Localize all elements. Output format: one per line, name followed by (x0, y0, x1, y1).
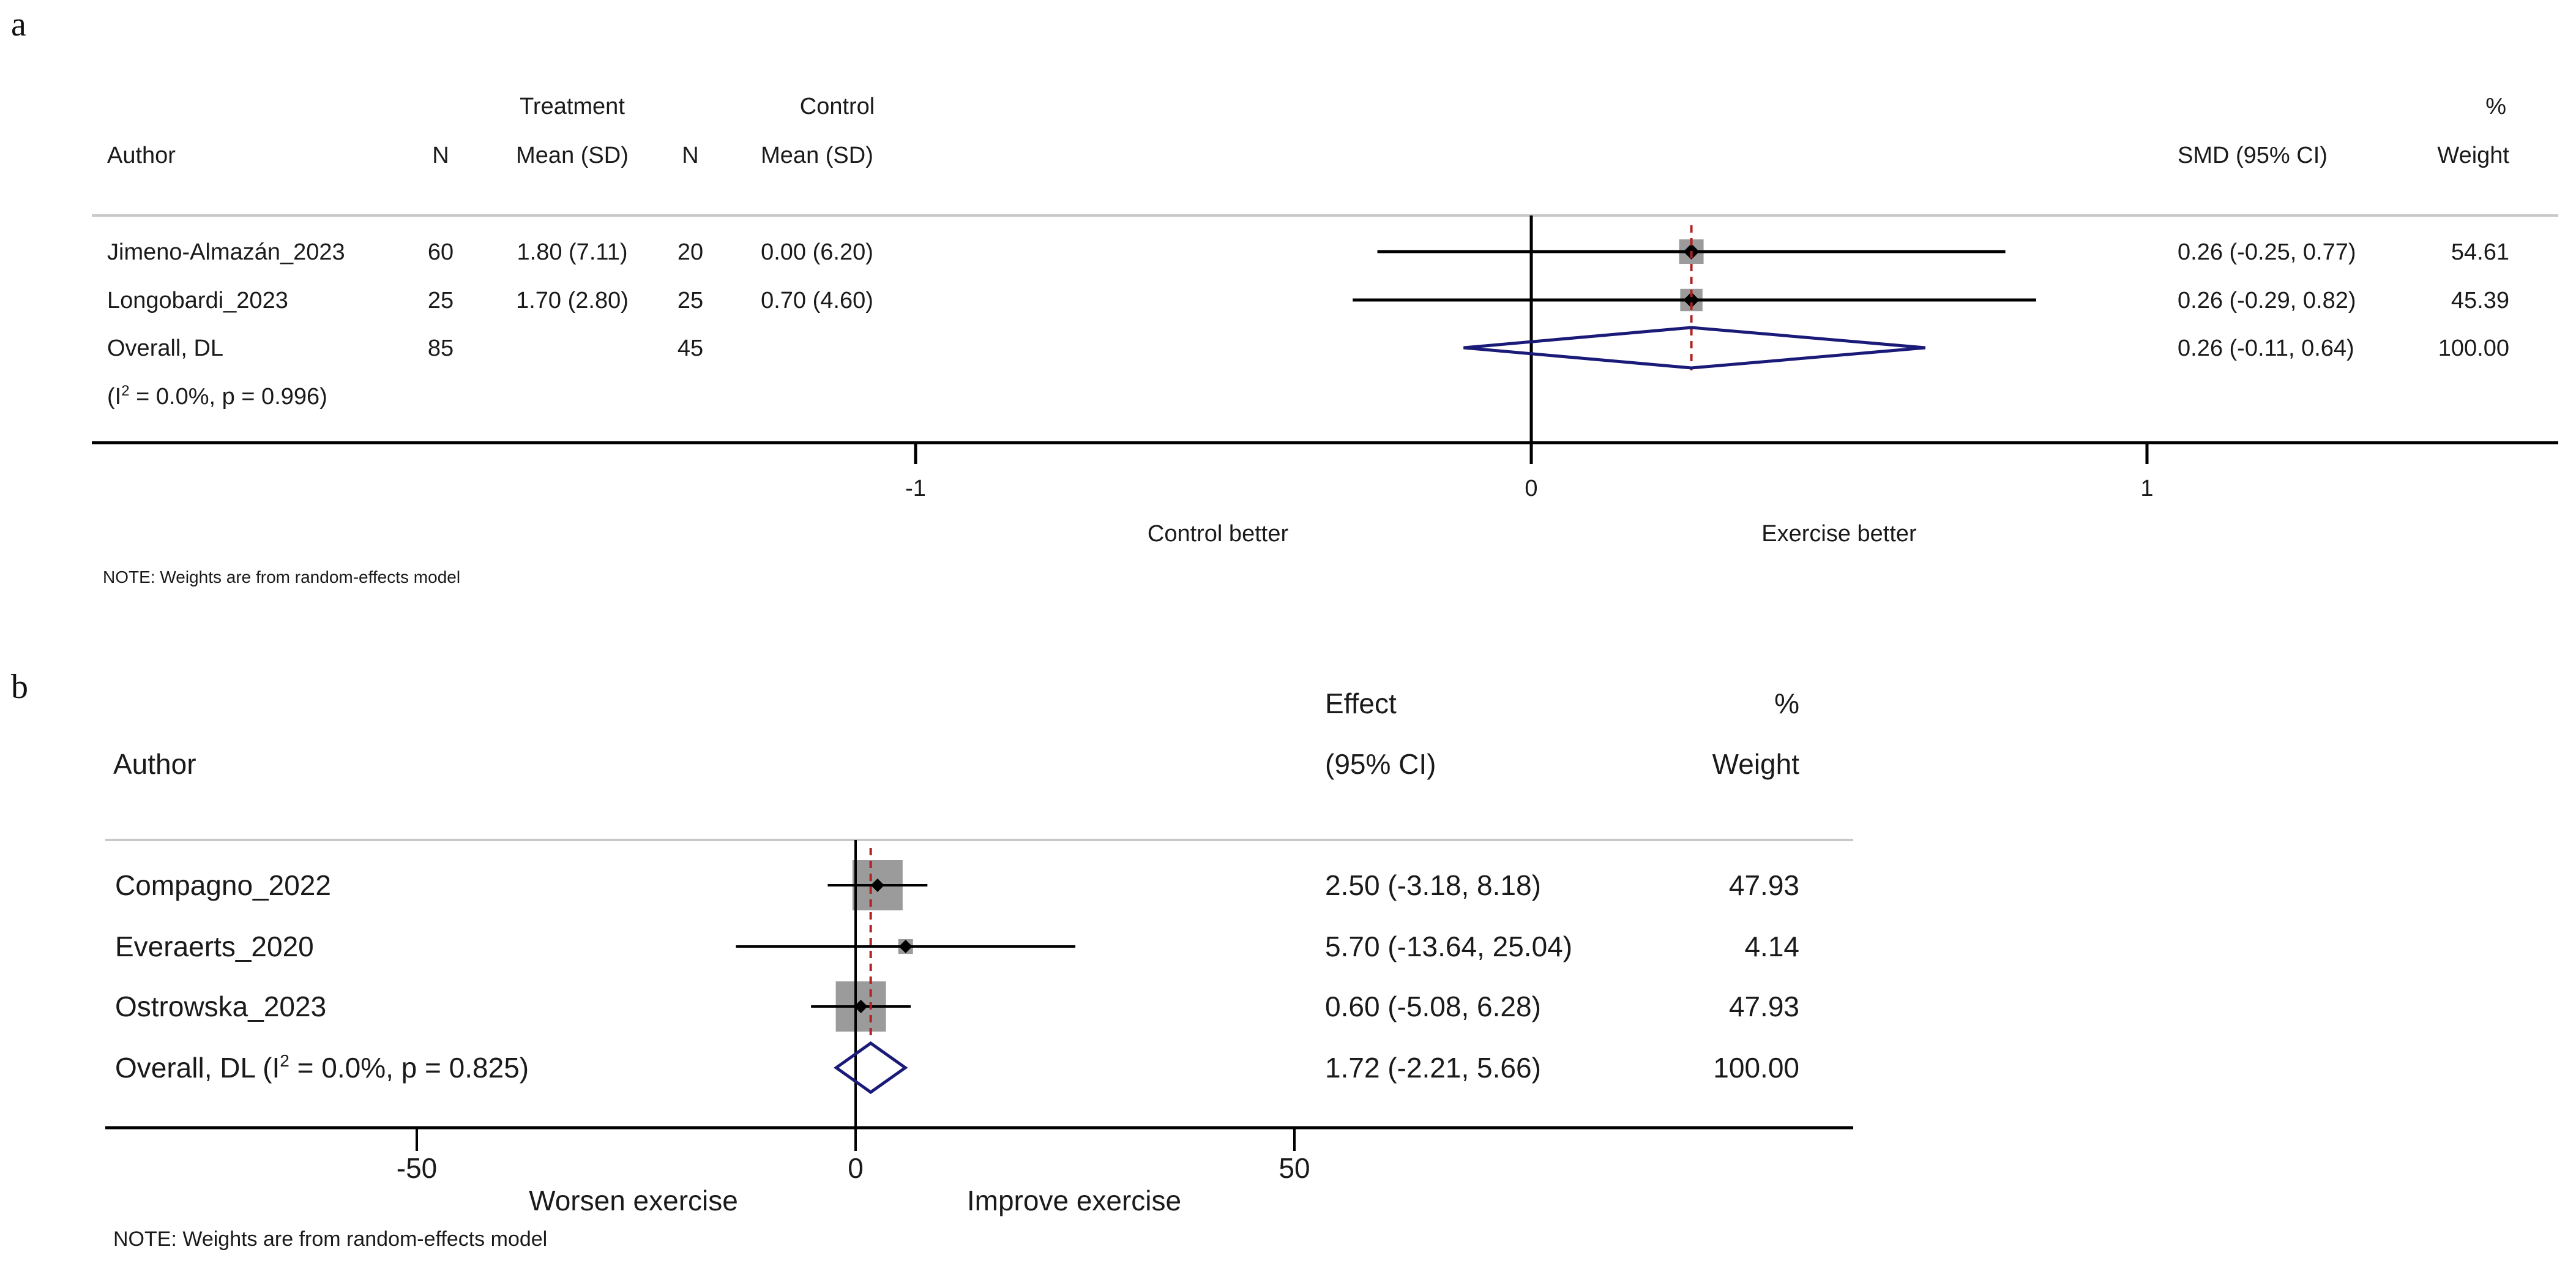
x-tick-label: 0 (848, 1152, 864, 1184)
study-ci: 0.60 (-5.08, 6.28) (1325, 991, 1541, 1022)
header-mean-control: Mean (SD) (761, 143, 873, 168)
header-effect: Effect (1325, 688, 1397, 719)
study-ci: 0.26 (-0.25, 0.77) (2178, 239, 2356, 265)
study-mean-treatment: 1.80 (7.11) (517, 239, 628, 265)
overall-weight: 100.00 (1713, 1052, 1799, 1084)
point-estimate (898, 940, 913, 953)
x-tick-label: -1 (905, 476, 926, 501)
header-ci: (95% CI) (1325, 748, 1436, 780)
heterogeneity-text: (I2 = 0.0%, p = 0.996) (107, 383, 327, 410)
study-n-control: 20 (678, 239, 703, 265)
overall-ci: 0.26 (-0.11, 0.64) (2178, 335, 2354, 361)
study-author: Longobardi_2023 (107, 288, 288, 313)
overall-label: Overall, DL (I2 = 0.0%, p = 0.825) (115, 1051, 529, 1084)
overall-n-treatment: 85 (428, 335, 454, 361)
label-improve-exercise: Improve exercise (967, 1185, 1181, 1216)
weights-note: NOTE: Weights are from random-effects mo… (113, 1227, 547, 1251)
header-weight: Weight (1712, 748, 1800, 780)
header-smd: SMD (95% CI) (2178, 143, 2328, 168)
header-treatment: Treatment (520, 94, 625, 119)
overall-label: Overall, DL (107, 335, 223, 361)
study-author: Everaerts_2020 (115, 931, 314, 962)
header-n-control: N (682, 143, 698, 168)
panel-label-b: b (11, 668, 28, 706)
study-weight: 4.14 (1744, 931, 1799, 962)
study-ci: 0.26 (-0.29, 0.82) (2178, 288, 2356, 313)
label-control-better: Control better (1148, 521, 1289, 547)
x-tick-label: -50 (397, 1152, 437, 1184)
study-weight: 47.93 (1729, 991, 1799, 1022)
panel-label-a: a (11, 6, 26, 43)
study-weight: 45.39 (2451, 288, 2509, 313)
header-author: Author (113, 748, 196, 780)
header-n-treatment: N (432, 143, 449, 168)
study-n-treatment: 60 (428, 239, 454, 265)
study-author: Jimeno-Almazán_2023 (107, 239, 345, 265)
study-n-control: 25 (678, 288, 703, 313)
point-estimate (854, 1000, 868, 1013)
study-ci: 2.50 (-3.18, 8.18) (1325, 869, 1541, 901)
point-estimate (1683, 292, 1700, 308)
overall-diamond (1463, 326, 1926, 370)
study-author: Ostrowska_2023 (115, 991, 326, 1022)
panel-a: a Treatment Control % Author N Mean (SD)… (11, 6, 2558, 587)
x-tick-label: 50 (1279, 1152, 1310, 1184)
header-weight: Weight (2437, 143, 2509, 168)
header-percent: % (1774, 688, 1799, 719)
label-worsen-exercise: Worsen exercise (529, 1185, 738, 1216)
study-mean-treatment: 1.70 (2.80) (516, 288, 629, 313)
header-author: Author (107, 143, 176, 168)
overall-ci: 1.72 (-2.21, 5.66) (1325, 1052, 1541, 1084)
header-percent: % (2485, 94, 2506, 119)
study-mean-control: 0.00 (6.20) (761, 239, 873, 265)
header-control: Control (800, 94, 875, 119)
weights-note: NOTE: Weights are from random-effects mo… (103, 568, 460, 587)
x-tick-label: 1 (2140, 476, 2153, 501)
point-estimate (870, 879, 884, 892)
study-ci: 5.70 (-13.64, 25.04) (1325, 931, 1572, 962)
header-mean-treatment: Mean (SD) (516, 143, 629, 168)
overall-n-control: 45 (678, 335, 703, 361)
overall-diamond (833, 1041, 908, 1095)
study-author: Compagno_2022 (115, 869, 331, 901)
x-tick-label: 0 (1525, 476, 1537, 501)
study-mean-control: 0.70 (4.60) (761, 288, 873, 313)
overall-weight: 100.00 (2438, 335, 2509, 361)
panel-b: b Effect % Author (95% CI) Weight Compag… (11, 668, 1853, 1251)
study-weight: 47.93 (1729, 869, 1799, 901)
label-exercise-better: Exercise better (1761, 521, 1917, 547)
study-n-treatment: 25 (428, 288, 454, 313)
study-weight: 54.61 (2451, 239, 2509, 265)
